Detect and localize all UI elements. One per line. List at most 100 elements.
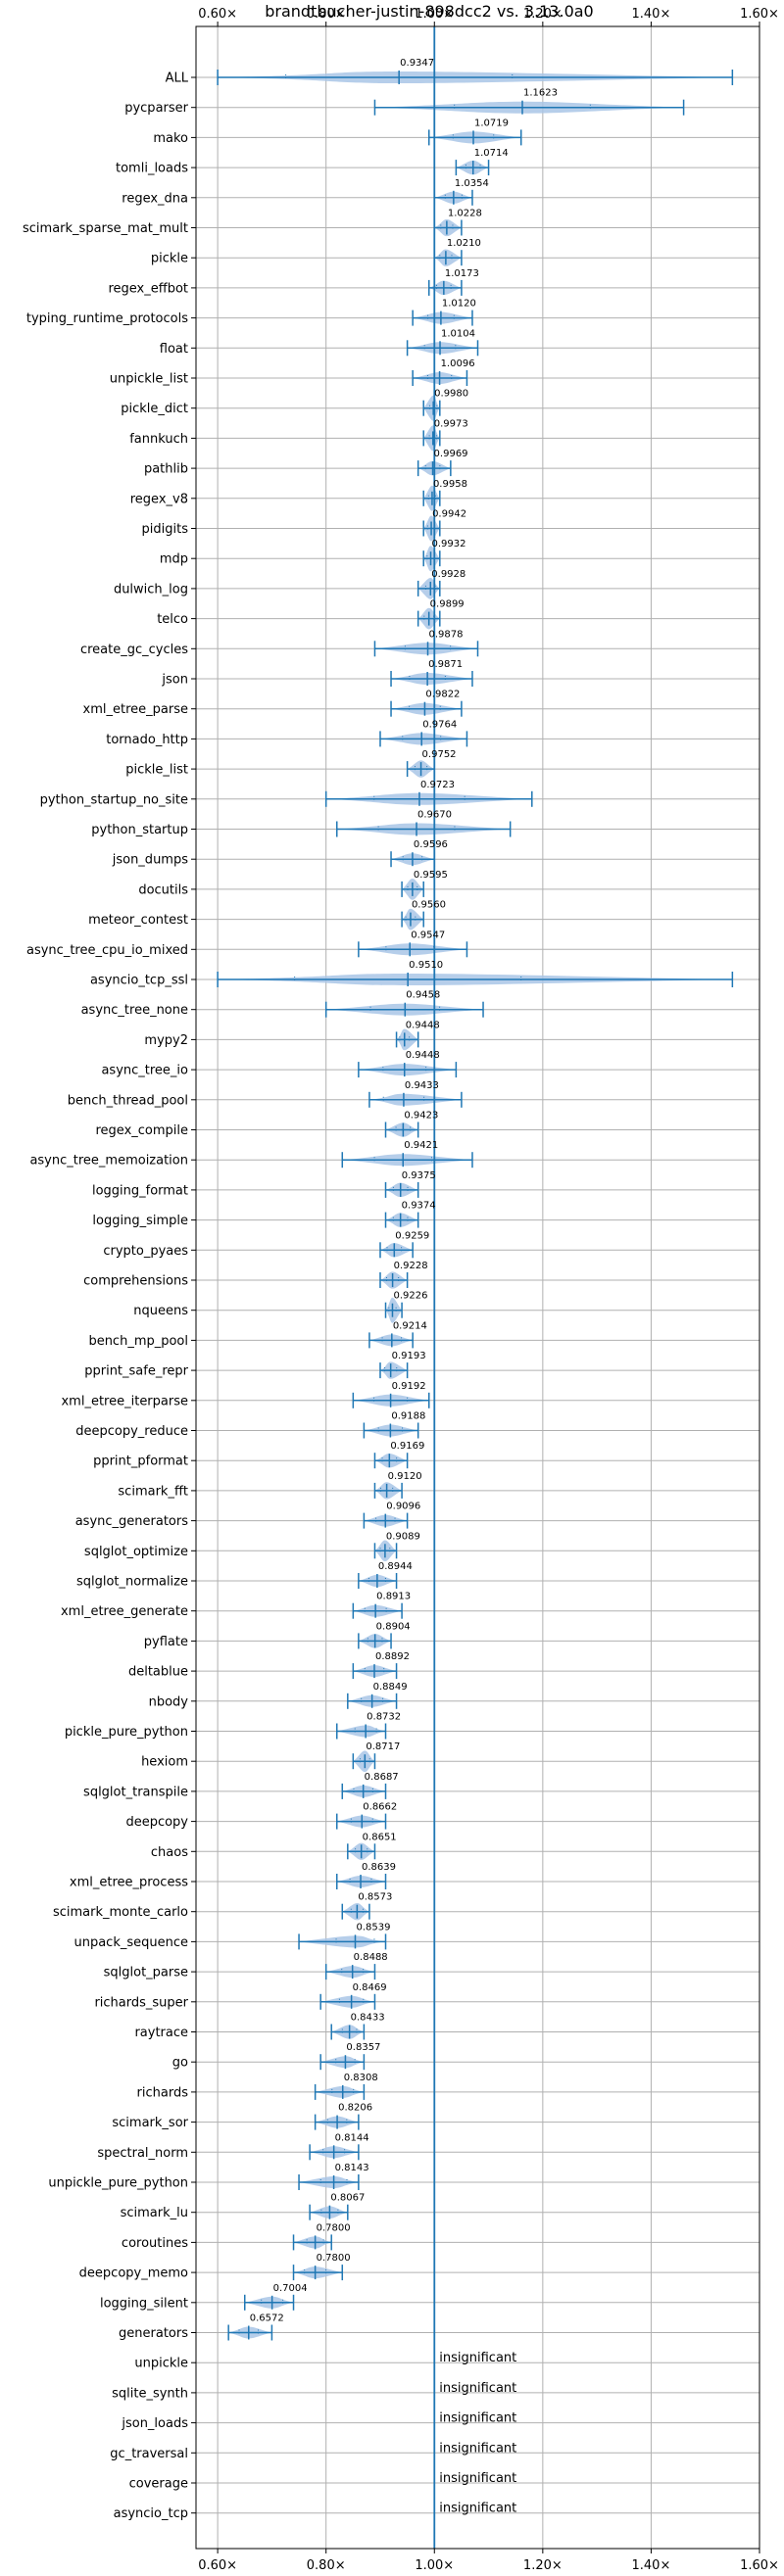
benchmark-label: deepcopy_reduce [75, 1424, 188, 1439]
value-label: 0.9259 [395, 1230, 429, 1241]
value-label: 1.0228 [448, 209, 482, 219]
value-label: 0.9560 [412, 900, 446, 911]
value-label: 0.8469 [353, 1982, 387, 1993]
x-tick-label-top: 1.00× [415, 7, 454, 22]
value-label: 0.8143 [335, 2163, 369, 2173]
benchmark-label: xml_etree_generate [61, 1604, 188, 1619]
value-label: 0.9969 [434, 449, 468, 459]
value-label: 0.9192 [392, 1381, 426, 1392]
value-label: 0.8206 [338, 2103, 372, 2114]
benchmark-label: regex_v8 [130, 492, 188, 506]
benchmark-label: bench_thread_pool [68, 1093, 188, 1108]
value-label: 0.9596 [414, 839, 448, 850]
value-label: 0.9899 [430, 599, 465, 610]
value-label: 0.9374 [402, 1201, 436, 1212]
benchmark-label: crypto_pyaes [103, 1244, 188, 1259]
benchmark-label: pickle_pure_python [65, 1725, 188, 1740]
x-tick-label-top: 1.60× [740, 7, 779, 22]
benchmark-label: unpickle_list [110, 372, 188, 387]
benchmark-label: scimark_monte_carlo [53, 1905, 188, 1920]
benchmark-label: xml_etree_process [70, 1876, 188, 1890]
benchmark-label: pickle_list [125, 763, 188, 778]
value-label: 0.8717 [366, 1741, 400, 1752]
benchmark-label: gc_traversal [110, 2447, 188, 2461]
value-label: 0.9214 [393, 1320, 427, 1331]
benchmark-label: create_gc_cycles [80, 643, 188, 657]
value-label: 0.9448 [406, 1020, 440, 1030]
value-label: 1.0354 [455, 178, 489, 189]
benchmark-label: pickle_dict [121, 402, 188, 416]
value-label: 0.9375 [402, 1170, 436, 1181]
value-label: 0.7004 [273, 2283, 308, 2294]
benchmark-label: mako [153, 131, 188, 146]
benchmark-label: pathlib [144, 462, 188, 477]
benchmark-label: deepcopy [125, 1815, 188, 1830]
benchmark-label: mdp [160, 552, 188, 567]
value-label: 0.8732 [367, 1712, 401, 1723]
value-label: 0.6572 [250, 2314, 284, 2324]
benchmark-label: async_generators [75, 1514, 189, 1529]
benchmark-label: regex_compile [95, 1123, 188, 1138]
benchmark-label: coverage [129, 2477, 188, 2492]
benchmark-label: json_loads [121, 2416, 188, 2431]
marker-layer [217, 26, 734, 2549]
insignificant-label: insignificant [439, 2441, 516, 2456]
benchmark-label: sqlglot_parse [104, 1966, 188, 1980]
insignificant-label: insignificant [439, 2351, 516, 2365]
value-label: 0.9752 [422, 749, 457, 760]
value-label: 0.9188 [391, 1411, 425, 1422]
insignificant-label: insignificant [439, 2471, 516, 2486]
insignificant-label: insignificant [439, 2502, 516, 2516]
value-label: 0.9510 [409, 960, 443, 971]
value-label: 0.9448 [406, 1050, 440, 1061]
x-tick-label-top: 0.60× [198, 7, 237, 22]
benchmark-label: comprehensions [83, 1274, 188, 1289]
benchmark-label: json [161, 673, 188, 688]
value-label: 0.8651 [363, 1832, 397, 1842]
benchmark-label: xml_etree_parse [83, 702, 188, 717]
value-label: 0.9764 [422, 719, 457, 730]
benchmark-label: logging_simple [92, 1214, 188, 1228]
benchmark-label: richards [137, 2085, 189, 2100]
value-label: 0.9670 [417, 810, 452, 821]
value-label: 0.9932 [432, 539, 466, 549]
value-label: 0.8539 [356, 1922, 390, 1932]
value-label: 0.9928 [431, 569, 466, 580]
value-label: 1.0714 [474, 148, 509, 159]
value-label: 1.0719 [474, 118, 509, 128]
benchmark-label: async_tree_memoization [29, 1154, 188, 1169]
value-label: 1.0210 [447, 238, 481, 249]
benchmark-label: go [172, 2056, 188, 2071]
value-label: 0.9980 [434, 389, 468, 400]
benchmark-label: sqlite_synth [112, 2386, 188, 2401]
value-label: 0.9096 [386, 1502, 420, 1512]
benchmark-label: python_startup_no_site [40, 792, 188, 807]
benchmark-label: hexiom [141, 1755, 188, 1770]
value-label: 1.0096 [441, 358, 475, 369]
benchmark-label: mypy2 [144, 1033, 188, 1048]
benchmark-label: python_startup [91, 823, 188, 837]
benchmark-label: logging_silent [100, 2296, 188, 2311]
value-label: 0.8892 [375, 1651, 410, 1662]
tick-layer: 0.60× 0.60× 0.80× 0.80× 1.00× 1.00× 1.20× 1.20×… [23, 7, 779, 2573]
insignificant-label: insignificant [439, 2381, 516, 2396]
benchmark-label: bench_mp_pool [88, 1334, 188, 1349]
value-label: 0.8573 [358, 1892, 392, 1903]
value-label: 0.9871 [428, 659, 463, 670]
benchmark-label: sqlglot_normalize [76, 1575, 188, 1590]
benchmark-label: docutils [138, 883, 188, 897]
value-label: 0.9595 [414, 870, 448, 881]
value-label: 0.9169 [390, 1441, 424, 1452]
benchmark-label: pprint_pformat [93, 1455, 188, 1469]
value-label: 0.9228 [394, 1261, 428, 1271]
benchmark-label: ALL [166, 72, 189, 86]
x-tick-label-bottom: 1.00× [415, 2558, 454, 2573]
benchmark-label: async_tree_cpu_io_mixed [26, 943, 188, 958]
benchmark-label: richards_super [94, 1995, 188, 2010]
plot-frame [195, 25, 760, 2550]
value-label: 0.8687 [365, 1772, 399, 1783]
benchmark-label: pickle [151, 252, 188, 266]
benchmark-label: pyflate [144, 1635, 188, 1649]
